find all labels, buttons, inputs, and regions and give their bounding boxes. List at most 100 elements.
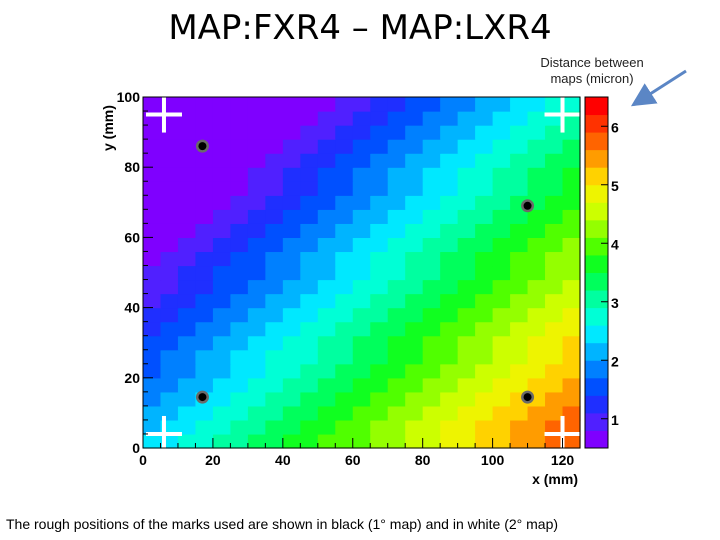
heatmap-cell xyxy=(440,419,459,435)
heatmap-cell xyxy=(195,307,214,323)
heatmap-cell xyxy=(387,139,406,154)
heatmap-cell xyxy=(562,363,581,379)
heatmap-cell xyxy=(440,433,459,449)
heatmap-cell xyxy=(405,97,424,112)
heatmap-cell xyxy=(440,391,459,407)
heatmap-cell xyxy=(457,321,476,337)
heatmap-cell xyxy=(247,97,266,112)
heatmap-cell xyxy=(440,97,459,112)
heatmap-cell xyxy=(265,391,284,407)
colorbar-tick-label: 1 xyxy=(611,412,619,428)
heatmap-cell xyxy=(457,139,476,154)
heatmap-cell xyxy=(212,195,231,210)
heatmap-cell xyxy=(527,405,546,421)
heatmap-cell xyxy=(317,97,336,112)
heatmap-cell xyxy=(317,405,336,421)
heatmap-cell xyxy=(195,279,214,295)
heatmap-cell xyxy=(265,419,284,435)
heatmap-cell xyxy=(387,335,406,351)
y-tick-label: 60 xyxy=(124,229,140,245)
heatmap-cell xyxy=(247,335,266,351)
heatmap-cell xyxy=(405,209,424,224)
heatmap-cell xyxy=(230,419,249,435)
heatmap-cell xyxy=(265,181,284,196)
heatmap-cell xyxy=(300,293,319,309)
heatmap-cell xyxy=(230,405,249,421)
heatmap-cell xyxy=(562,293,581,309)
heatmap-cell xyxy=(335,237,354,253)
heatmap-cell xyxy=(247,223,266,238)
heatmap-cell xyxy=(370,293,389,309)
heatmap-cell xyxy=(212,335,231,351)
heatmap-cell xyxy=(492,293,511,309)
heatmap-cell xyxy=(405,265,424,281)
annotation-arrow xyxy=(630,69,687,107)
colorbar-swatch xyxy=(585,272,608,291)
heatmap-cell xyxy=(212,307,231,323)
heatmap-cell xyxy=(282,251,301,267)
heatmap-cell xyxy=(335,377,354,393)
heatmap-cell xyxy=(195,335,214,351)
black-mark xyxy=(521,199,535,213)
heatmap-cell xyxy=(247,209,266,224)
heatmap-cell xyxy=(265,293,284,309)
heatmap-cell xyxy=(510,321,529,337)
heatmap-cell xyxy=(510,377,529,393)
colorbar-swatch xyxy=(585,219,608,238)
heatmap-cell xyxy=(457,377,476,393)
heatmap-cell xyxy=(510,139,529,154)
heatmap-cell xyxy=(212,265,231,281)
heatmap-cell xyxy=(265,125,284,140)
heatmap-cell xyxy=(195,167,214,182)
heatmap-cell xyxy=(457,237,476,253)
heatmap-cell xyxy=(177,391,197,407)
heatmap-cell xyxy=(422,139,441,154)
heatmap-cell xyxy=(545,181,564,196)
heatmap-cell xyxy=(212,181,231,196)
heatmap-cell xyxy=(300,153,319,168)
heatmap-cell xyxy=(405,307,424,323)
heatmap-cell xyxy=(457,125,476,140)
white-cross-mark xyxy=(145,415,182,452)
heatmap-cell xyxy=(143,391,162,407)
heatmap-cell xyxy=(457,195,476,210)
black-mark xyxy=(195,390,209,404)
heatmap-cell xyxy=(527,139,546,154)
heatmap-cell xyxy=(510,167,529,182)
colorbar-swatch xyxy=(585,360,608,379)
heatmap-cell xyxy=(212,293,231,309)
heatmap-cell xyxy=(422,153,441,168)
heatmap-cell xyxy=(405,195,424,210)
heatmap-cell xyxy=(300,251,319,267)
heatmap-cell xyxy=(143,279,162,295)
heatmap-cell xyxy=(195,111,214,126)
heatmap-cell xyxy=(387,251,406,267)
heatmap-cell xyxy=(230,181,249,196)
heatmap-cell xyxy=(422,307,441,323)
heatmap-cell xyxy=(527,153,546,168)
heatmap-cell xyxy=(143,335,162,351)
heatmap-cell xyxy=(317,433,336,449)
heatmap-cell xyxy=(212,433,231,449)
heatmap-cell xyxy=(405,349,424,365)
heatmap-cell xyxy=(440,293,459,309)
heatmap-cell xyxy=(457,349,476,365)
heatmap-cell xyxy=(195,223,214,238)
heatmap-cell xyxy=(510,363,529,379)
heatmap-cell xyxy=(230,237,249,253)
heatmap-cell xyxy=(335,293,354,309)
heatmap-cell xyxy=(335,251,354,267)
heatmap-cell xyxy=(177,97,197,112)
heatmap-cell xyxy=(510,125,529,140)
slide-title: MAP:FXR4 – MAP:LXR4 xyxy=(168,8,552,48)
heatmap-cell xyxy=(527,321,546,337)
y-tick-label: 40 xyxy=(124,300,140,316)
heatmap-cell xyxy=(177,363,197,379)
heatmap-cell xyxy=(247,153,266,168)
heatmap-cell xyxy=(230,111,249,126)
heatmap-cell xyxy=(352,195,371,210)
heatmap-cell xyxy=(300,335,319,351)
heatmap-cell xyxy=(457,405,476,421)
heatmap-cell xyxy=(545,433,564,449)
heatmap-cell xyxy=(212,321,231,337)
